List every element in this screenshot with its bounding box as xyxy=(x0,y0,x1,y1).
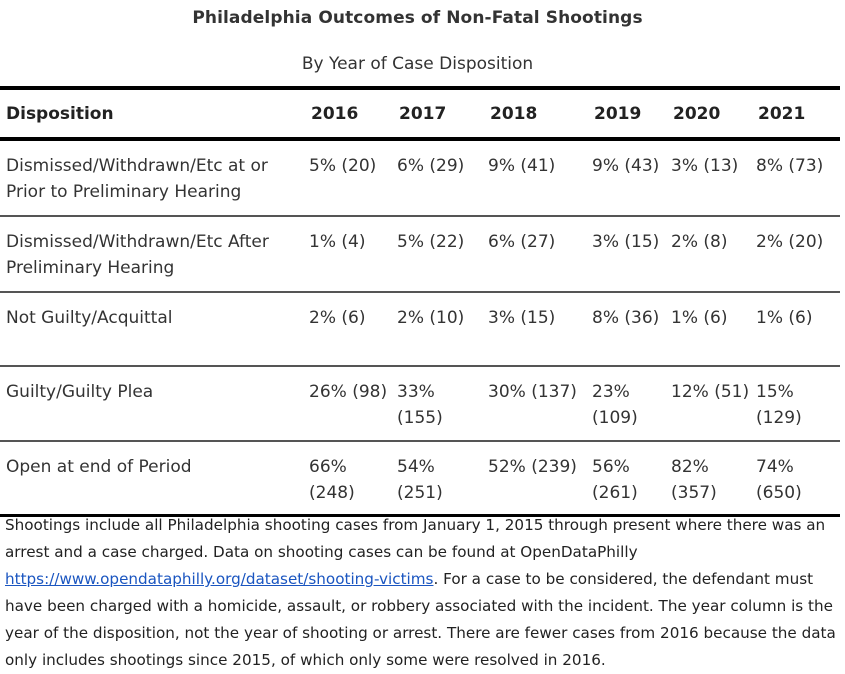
cell-value: 1% (6) xyxy=(752,292,840,367)
column-header-2019: 2019 xyxy=(594,103,642,124)
cell-value: 2% (8) xyxy=(667,216,752,293)
table-row: Open at end of Period 66% (248) 54% (251… xyxy=(0,441,840,517)
row-label: Dismissed/Withdrawn/Etc After Preliminar… xyxy=(0,216,305,293)
cell-value: 30% (137) xyxy=(484,366,588,442)
cell-value: 9% (41) xyxy=(484,139,588,217)
cell-value: 6% (27) xyxy=(484,216,588,293)
footnote: Shootings include all Philadelphia shoot… xyxy=(5,512,840,674)
cell-value: 12% (51) xyxy=(667,366,752,442)
table-row: Dismissed/Withdrawn/Etc at or Prior to P… xyxy=(0,139,840,217)
outcomes-table: Disposition 2016 2017 2018 2019 2020 202… xyxy=(0,86,840,517)
column-header-2018: 2018 xyxy=(490,103,538,124)
footnote-text-before: Shootings include all Philadelphia shoot… xyxy=(5,516,826,561)
cell-value: 52% (239) xyxy=(484,441,588,517)
cell-value: 1% (4) xyxy=(305,216,393,293)
cell-value: 33% (155) xyxy=(393,366,484,442)
cell-value: 66% (248) xyxy=(305,441,393,517)
cell-value: 2% (10) xyxy=(393,292,484,367)
table-row: Dismissed/Withdrawn/Etc After Preliminar… xyxy=(0,216,840,293)
cell-value: 8% (36) xyxy=(588,292,667,367)
column-header-2021: 2021 xyxy=(758,103,806,124)
table-title: Philadelphia Outcomes of Non-Fatal Shoot… xyxy=(192,8,643,28)
cell-value: 2% (20) xyxy=(752,216,840,293)
cell-value: 74% (650) xyxy=(752,441,840,517)
cell-value: 3% (13) xyxy=(667,139,752,217)
table-header-row: Disposition 2016 2017 2018 2019 2020 202… xyxy=(0,88,840,139)
row-label: Guilty/Guilty Plea xyxy=(0,366,305,442)
cell-value: 82% (357) xyxy=(667,441,752,517)
cell-value: 3% (15) xyxy=(484,292,588,367)
column-header-2017: 2017 xyxy=(399,103,447,124)
cell-value: 5% (22) xyxy=(393,216,484,293)
column-header-2016: 2016 xyxy=(311,103,359,124)
cell-value: 8% (73) xyxy=(752,139,840,217)
table-row: Not Guilty/Acquittal 2% (6) 2% (10) 3% (… xyxy=(0,292,840,367)
opendataphilly-link[interactable]: https://www.opendataphilly.org/dataset/s… xyxy=(5,570,434,588)
cell-value: 15% (129) xyxy=(752,366,840,442)
cell-value: 6% (29) xyxy=(393,139,484,217)
row-label: Not Guilty/Acquittal xyxy=(0,292,305,367)
cell-value: 54% (251) xyxy=(393,441,484,517)
row-label: Open at end of Period xyxy=(0,441,305,517)
table-row: Guilty/Guilty Plea 26% (98) 33% (155) 30… xyxy=(0,366,840,442)
cell-value: 3% (15) xyxy=(588,216,667,293)
cell-value: 5% (20) xyxy=(305,139,393,217)
cell-value: 56% (261) xyxy=(588,441,667,517)
cell-value: 1% (6) xyxy=(667,292,752,367)
cell-value: 9% (43) xyxy=(588,139,667,217)
table-subtitle: By Year of Case Disposition xyxy=(301,54,534,74)
outcomes-table-container: Disposition 2016 2017 2018 2019 2020 202… xyxy=(0,86,840,517)
row-label: Dismissed/Withdrawn/Etc at or Prior to P… xyxy=(0,139,305,217)
cell-value: 26% (98) xyxy=(305,366,393,442)
cell-value: 2% (6) xyxy=(305,292,393,367)
cell-value: 23% (109) xyxy=(588,366,667,442)
column-header-2020: 2020 xyxy=(673,103,721,124)
column-header-disposition: Disposition xyxy=(6,103,114,124)
footnote-text-after: . For a case to be considered, the defen… xyxy=(5,570,836,669)
